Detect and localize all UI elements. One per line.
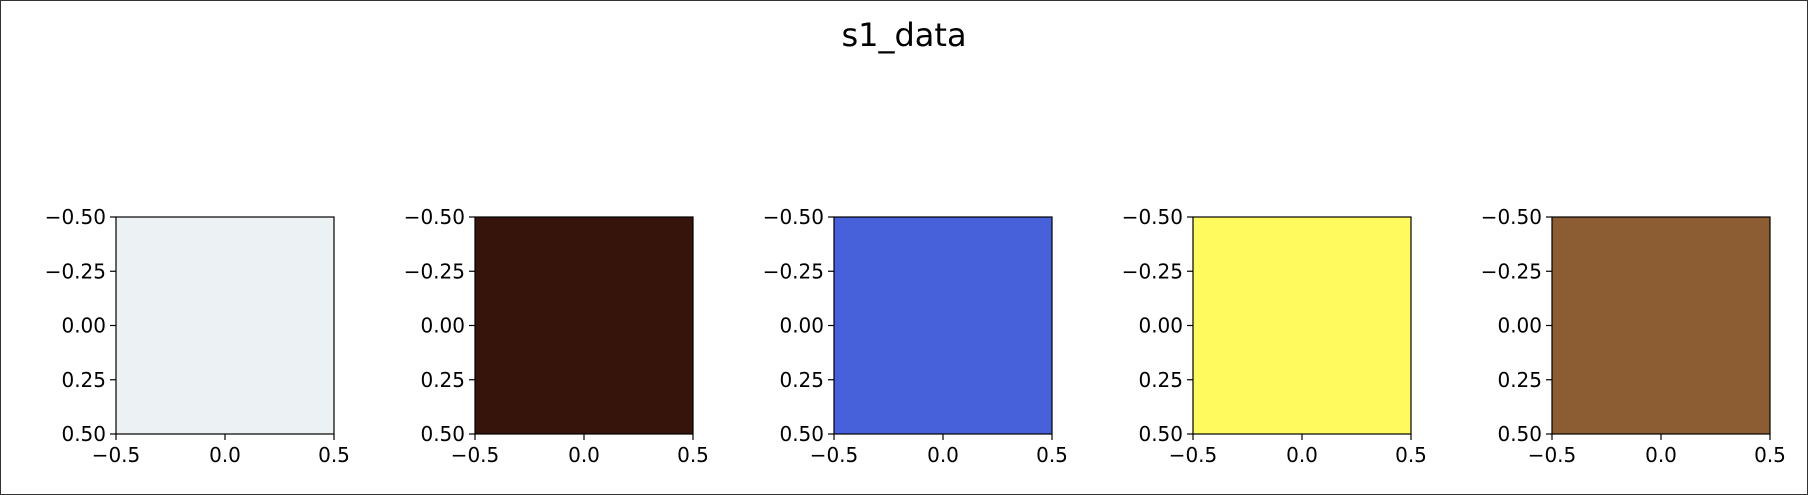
panel-2-xtick-label-2: 0.5 (677, 443, 709, 467)
panel-1-ytick-label-4: 0.50 (61, 422, 106, 446)
panel-5-xtick-label-2: 0.5 (1754, 443, 1786, 467)
panel-4-ytick-label-2: 0.00 (1138, 314, 1183, 338)
panel-1-ytick-label-1: −0.25 (45, 259, 106, 283)
panel-4-xtick-label-2: 0.5 (1395, 443, 1427, 467)
panel-5-ytick-label-3: 0.25 (1497, 368, 1542, 392)
panel-2-ytick-label-2: 0.00 (420, 314, 465, 338)
panel-2-ytick-label-4: 0.50 (420, 422, 465, 446)
panel-3: −0.50 −0.25 0.00 0.25 0.50−0.5 0.0 0.5 (763, 205, 1068, 467)
panel-2-image (475, 217, 693, 434)
panel-2-xtick-label-1: 0.0 (568, 443, 600, 467)
panel-5: −0.50 −0.25 0.00 0.25 0.50−0.5 0.0 0.5 (1481, 205, 1786, 467)
panel-2: −0.50 −0.25 0.00 0.25 0.50−0.5 0.0 0.5 (404, 205, 709, 467)
panel-3-ytick-label-2: 0.00 (779, 314, 824, 338)
panel-1-image (116, 217, 334, 434)
panel-2-ytick-label-3: 0.25 (420, 368, 465, 392)
panel-1-xtick-label-0: −0.5 (92, 443, 141, 467)
panel-5-ytick-label-4: 0.50 (1497, 422, 1542, 446)
panel-5-ytick-label-0: −0.50 (1481, 205, 1542, 229)
panel-3-ytick-label-3: 0.25 (779, 368, 824, 392)
panel-2-xtick-label-0: −0.5 (451, 443, 500, 467)
panel-1-ytick-label-2: 0.00 (61, 314, 106, 338)
panel-4-xtick-label-0: −0.5 (1169, 443, 1218, 467)
panel-4: −0.50 −0.25 0.00 0.25 0.50−0.5 0.0 0.5 (1122, 205, 1427, 467)
panel-5-image (1552, 217, 1770, 434)
panel-2-ytick-label-0: −0.50 (404, 205, 465, 229)
panel-5-xtick-label-1: 0.0 (1645, 443, 1677, 467)
panel-3-ytick-label-0: −0.50 (763, 205, 824, 229)
panel-5-xtick-label-0: −0.5 (1528, 443, 1577, 467)
panel-4-ytick-label-3: 0.25 (1138, 368, 1183, 392)
panel-4-ytick-label-0: −0.50 (1122, 205, 1183, 229)
panel-4-image (1193, 217, 1411, 434)
panel-2-ytick-label-1: −0.25 (404, 259, 465, 283)
panel-1-xtick-label-2: 0.5 (318, 443, 350, 467)
panel-5-ytick-label-1: −0.25 (1481, 259, 1542, 283)
panel-4-ytick-label-4: 0.50 (1138, 422, 1183, 446)
panel-1-ytick-label-0: −0.50 (45, 205, 106, 229)
panel-3-xtick-label-2: 0.5 (1036, 443, 1068, 467)
panel-5-ytick-label-2: 0.00 (1497, 314, 1542, 338)
panel-1: −0.50 −0.25 0.00 0.25 0.50−0.5 0.0 0.5 (45, 205, 350, 467)
panel-3-image (834, 217, 1052, 434)
panel-3-ytick-label-4: 0.50 (779, 422, 824, 446)
panel-4-ytick-label-1: −0.25 (1122, 259, 1183, 283)
panel-3-xtick-label-1: 0.0 (927, 443, 959, 467)
chart-title: s1_data (841, 16, 966, 54)
panel-3-ytick-label-1: −0.25 (763, 259, 824, 283)
panel-4-xtick-label-1: 0.0 (1286, 443, 1318, 467)
panel-3-xtick-label-0: −0.5 (810, 443, 859, 467)
panel-1-ytick-label-3: 0.25 (61, 368, 106, 392)
panel-1-xtick-label-1: 0.0 (209, 443, 241, 467)
